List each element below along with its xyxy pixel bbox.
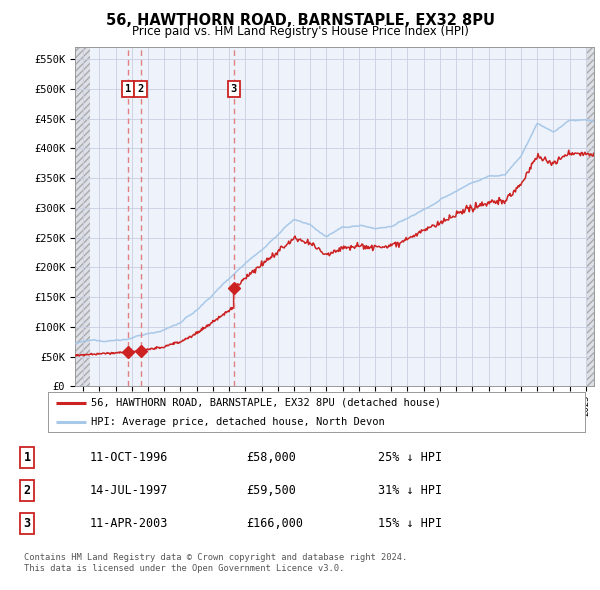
Text: £166,000: £166,000: [246, 517, 303, 530]
Text: 56, HAWTHORN ROAD, BARNSTAPLE, EX32 8PU: 56, HAWTHORN ROAD, BARNSTAPLE, EX32 8PU: [106, 13, 494, 28]
Text: Contains HM Land Registry data © Crown copyright and database right 2024.
This d: Contains HM Land Registry data © Crown c…: [24, 553, 407, 573]
Text: 56, HAWTHORN ROAD, BARNSTAPLE, EX32 8PU (detached house): 56, HAWTHORN ROAD, BARNSTAPLE, EX32 8PU …: [91, 398, 441, 408]
Text: 2: 2: [137, 84, 143, 94]
Text: HPI: Average price, detached house, North Devon: HPI: Average price, detached house, Nort…: [91, 417, 385, 427]
Text: 3: 3: [230, 84, 237, 94]
Text: 31% ↓ HPI: 31% ↓ HPI: [378, 484, 442, 497]
Bar: [75, 47, 90, 386]
Text: 1: 1: [125, 84, 131, 94]
Text: 25% ↓ HPI: 25% ↓ HPI: [378, 451, 442, 464]
Text: £58,000: £58,000: [246, 451, 296, 464]
Text: Price paid vs. HM Land Registry's House Price Index (HPI): Price paid vs. HM Land Registry's House …: [131, 25, 469, 38]
Text: 15% ↓ HPI: 15% ↓ HPI: [378, 517, 442, 530]
Text: 2: 2: [23, 484, 31, 497]
Text: 14-JUL-1997: 14-JUL-1997: [90, 484, 169, 497]
Text: 11-APR-2003: 11-APR-2003: [90, 517, 169, 530]
Bar: [587, 47, 594, 386]
Bar: [75, 47, 90, 386]
Text: 11-OCT-1996: 11-OCT-1996: [90, 451, 169, 464]
Text: 3: 3: [23, 517, 31, 530]
Bar: [587, 47, 594, 386]
Text: 1: 1: [23, 451, 31, 464]
Text: £59,500: £59,500: [246, 484, 296, 497]
